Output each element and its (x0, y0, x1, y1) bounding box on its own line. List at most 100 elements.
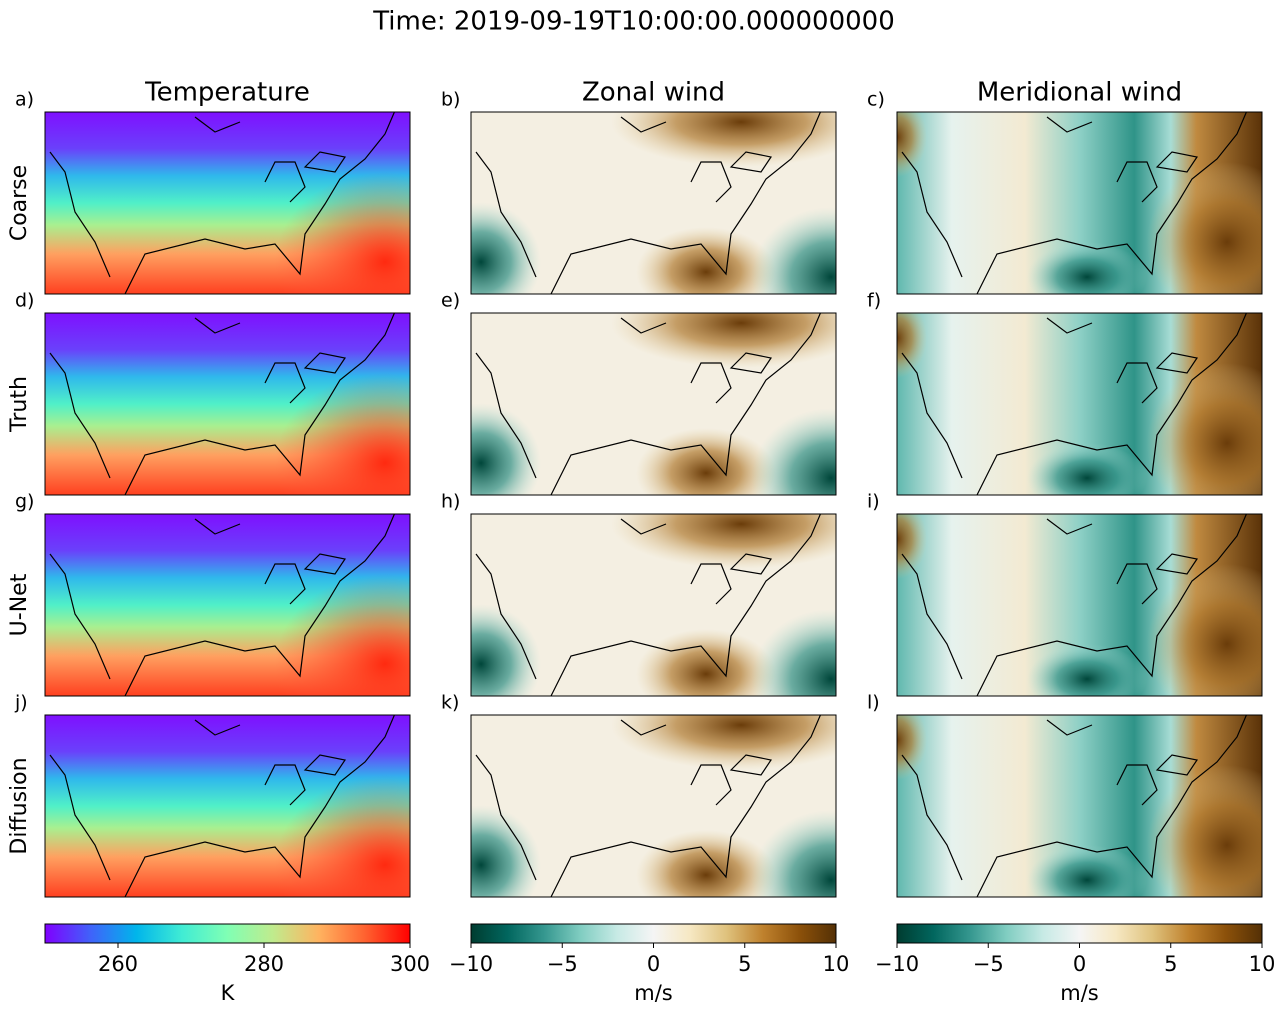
panel-letter: f) (867, 290, 881, 312)
map-field (897, 514, 927, 579)
panel-frame (896, 312, 1263, 496)
map-field (751, 609, 836, 696)
map-field (636, 830, 776, 897)
map-field (611, 313, 836, 368)
colorbar-tick-label: 300 (390, 952, 430, 976)
colorbar-tick-label: −5 (547, 952, 578, 976)
panel-frame (896, 111, 1263, 295)
map-panel (45, 112, 410, 294)
panel-letter: d) (15, 290, 34, 312)
coastline (475, 514, 822, 696)
map-field (636, 227, 776, 294)
map-field (275, 775, 410, 897)
colorbar-tick-label: 0 (1073, 952, 1086, 976)
map-field (751, 408, 836, 495)
coastline (49, 715, 396, 897)
colorbar (896, 923, 1263, 944)
panel-frame (470, 714, 837, 898)
colorbar-label: m/s (1060, 981, 1098, 1005)
panel-letter: g) (15, 491, 34, 513)
colorbar-tick-label: 5 (1164, 952, 1177, 976)
map-panel (45, 715, 410, 897)
panel-frame (44, 714, 411, 898)
map-field (1027, 845, 1147, 897)
panel-frame (44, 111, 411, 295)
colorbar-tick-label: 0 (647, 952, 660, 976)
map-field (471, 403, 541, 495)
panel-frame (44, 312, 411, 496)
map-panel (897, 715, 1262, 897)
panel-letter: k) (441, 692, 459, 714)
row-label: Coarse (7, 165, 32, 241)
panel-frame (44, 513, 411, 697)
coastline (901, 514, 1248, 696)
map-field (1147, 363, 1262, 495)
colorbar-tick-label: 260 (98, 952, 138, 976)
map-panel (897, 514, 1262, 696)
coastline (901, 112, 1248, 294)
map-field (275, 574, 410, 696)
colorbar-tick-label: 280 (244, 952, 284, 976)
map-panel (45, 313, 410, 495)
row-label: Diffusion (7, 757, 32, 854)
map-panel (897, 313, 1262, 495)
figure-title: Time: 2019-09-19T10:00:00.000000000 (372, 7, 895, 37)
colorbar-tick-label: −10 (449, 952, 493, 976)
coastline (49, 514, 396, 696)
panel-letter: h) (441, 491, 460, 513)
panel-letter: l) (867, 692, 880, 714)
coastline (49, 313, 396, 495)
map-field (1027, 644, 1147, 696)
map-field (611, 514, 836, 569)
map-field (611, 715, 836, 770)
column-title: Zonal wind (582, 78, 725, 108)
map-field (897, 715, 927, 780)
map-field (751, 207, 836, 294)
colorbar-tick-label: 5 (738, 952, 751, 976)
coastline (475, 313, 822, 495)
map-field (611, 112, 836, 167)
coastline (49, 112, 396, 294)
row-label: U-Net (7, 573, 32, 636)
panel-letter: i) (867, 491, 880, 513)
colorbar-tick-label: 10 (823, 952, 850, 976)
column-title: Temperature (144, 78, 310, 108)
map-panel (471, 715, 836, 897)
map-field (1147, 162, 1262, 294)
coastline (475, 112, 822, 294)
map-field (471, 604, 541, 696)
column-title: Meridional wind (977, 78, 1182, 108)
coastline (901, 313, 1248, 495)
map-field (1147, 564, 1262, 696)
map-field (1027, 242, 1147, 294)
panel-letter: c) (867, 89, 885, 111)
map-field (1147, 765, 1262, 897)
map-field (897, 112, 927, 177)
panel-letter: j) (14, 692, 28, 714)
colorbar-label: m/s (634, 981, 672, 1005)
map-field (897, 313, 927, 378)
panel-frame (470, 111, 837, 295)
panel-letter: b) (441, 89, 460, 111)
map-field (1027, 443, 1147, 495)
colorbar-tick-label: −10 (875, 952, 919, 976)
colorbar-tick-label: −5 (973, 952, 1004, 976)
map-field (471, 805, 541, 897)
colorbar-label: K (221, 981, 236, 1005)
map-field (636, 428, 776, 495)
map-field (751, 810, 836, 897)
map-field (471, 202, 541, 294)
map-field (275, 373, 410, 495)
map-panel (897, 112, 1262, 294)
panel-frame (896, 513, 1263, 697)
panel-letter: a) (15, 89, 34, 111)
map-panel (471, 514, 836, 696)
coastline (475, 715, 822, 897)
map-field (275, 172, 410, 294)
colorbar (44, 923, 411, 944)
panel-frame (896, 714, 1263, 898)
map-field (636, 629, 776, 696)
map-panel (471, 313, 836, 495)
colorbar-tick-label: 10 (1249, 952, 1276, 976)
